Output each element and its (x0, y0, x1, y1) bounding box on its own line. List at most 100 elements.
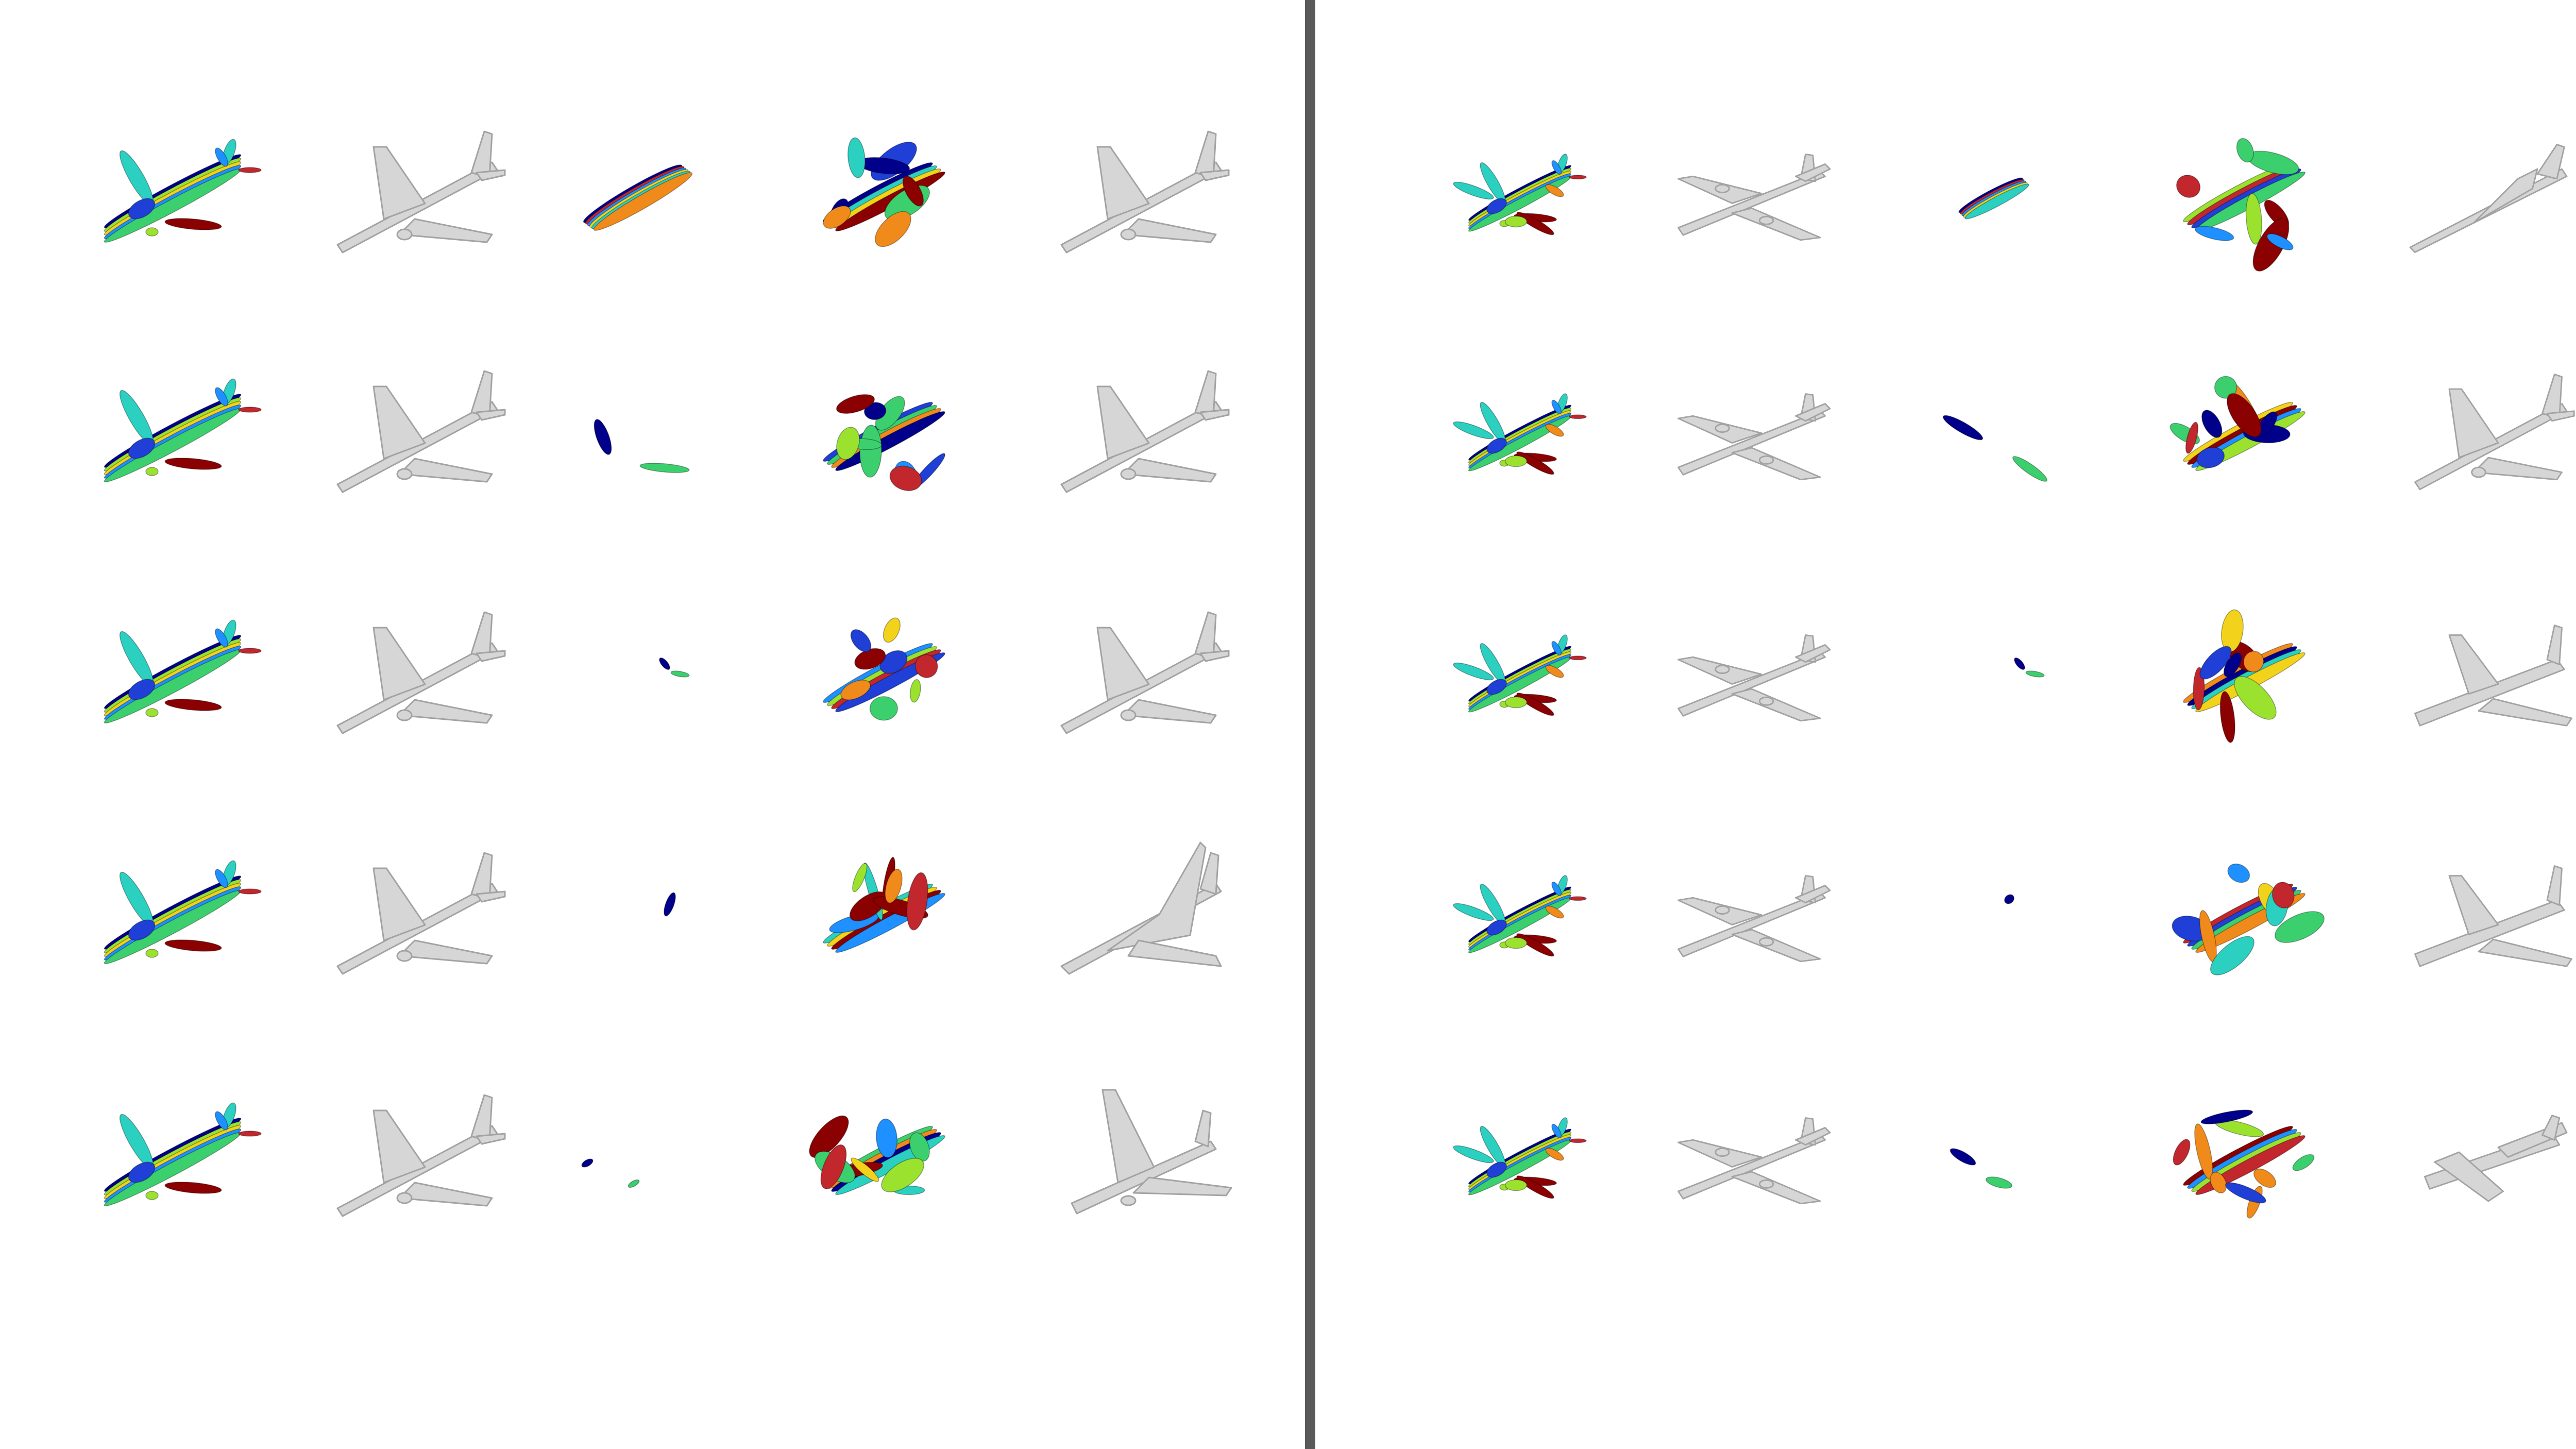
fine-part-decomposition (1453, 1117, 1587, 1199)
engine-ellipsoid (145, 949, 159, 958)
tail-ellipsoid (1551, 1123, 1562, 1139)
engine-ellipsoid (1545, 905, 1564, 919)
left-wing (372, 627, 426, 701)
coarse-ellipsoid (659, 657, 670, 670)
edited-ellipsoid (2245, 193, 2262, 245)
stabilizer-ellipsoid (1569, 1138, 1587, 1143)
edited-ellipsoid (2227, 863, 2250, 883)
tail-ellipsoid (1551, 160, 1562, 175)
edited-ellipsoid (2210, 936, 2255, 975)
left-wing (372, 385, 426, 460)
edited-ellipsoid (889, 465, 922, 491)
edited-ellipsoid (2219, 691, 2235, 743)
wing-ellipsoid (1453, 181, 1494, 200)
engine-ellipsoid (1545, 184, 1564, 197)
stabilizer-ellipsoid (238, 648, 262, 654)
tail-fin (2546, 625, 2563, 665)
edited-ellipsoid (2201, 410, 2223, 438)
edited-ellipsoid (883, 617, 901, 643)
coarse-part-set (2004, 894, 2014, 904)
left-wing (372, 146, 426, 220)
engine-ellipsoid (1504, 696, 1528, 709)
right-wing (1731, 688, 1821, 722)
left-wing (1096, 385, 1150, 460)
delta-wing (1107, 841, 1207, 952)
coarse-part-set (1942, 415, 2047, 482)
edited-ellipsoid (2266, 233, 2294, 250)
edited-ellipsoid (2200, 1109, 2253, 1124)
wing-ellipsoid (164, 699, 222, 711)
coarse-ellipsoid (594, 419, 612, 455)
tail-ellipsoid (215, 869, 228, 888)
fine-part-decomposition (1453, 634, 1587, 716)
bomber-mesh (1677, 154, 1831, 241)
engine-ellipsoid (1504, 937, 1528, 949)
coarse-ellipsoid (1942, 415, 1984, 441)
fine-part-decomposition (104, 619, 262, 723)
edited-ellipsoid (2226, 393, 2262, 437)
fine-part-decomposition (1453, 154, 1587, 235)
fuselage (1677, 892, 1826, 957)
engine (1120, 468, 1137, 480)
wing-ellipsoid (1516, 212, 1554, 235)
coarse-ellipsoid (639, 463, 690, 473)
edited-ellipsoid (2210, 1172, 2227, 1193)
wing (2434, 1151, 2504, 1202)
right-wing (2478, 698, 2572, 727)
fine-part-decomposition (1453, 393, 1587, 475)
airliner-mesh (336, 1094, 506, 1217)
stabilizer (476, 409, 506, 421)
edited-ellipsoid (820, 1144, 847, 1189)
stabilizer (1795, 163, 1831, 182)
right-wing (1731, 447, 1821, 481)
airliner-mesh (1060, 370, 1230, 493)
edited-ellipsoid (2173, 1139, 2191, 1166)
right-wing (398, 1182, 493, 1207)
tail-ellipsoid (1551, 641, 1562, 656)
stabilizer (1199, 169, 1230, 181)
engine (1715, 423, 1730, 433)
left-wing (372, 867, 426, 941)
edited-part-set (2176, 138, 2306, 272)
edited-ellipsoid (2274, 911, 2325, 943)
left-wing (1101, 1089, 1155, 1184)
engine (1715, 664, 1730, 675)
fuselage-ellipsoid (104, 1132, 242, 1206)
engine-ellipsoid (1545, 665, 1564, 678)
stabilizer-ellipsoid (238, 407, 262, 413)
stabilizer (1199, 650, 1230, 662)
edited-ellipsoid (2272, 882, 2295, 908)
wing-ellipsoid (164, 218, 222, 230)
tail-ellipsoid (215, 628, 228, 648)
coarse-ellipsoid (581, 1158, 594, 1168)
wing-ellipsoid (1453, 662, 1494, 681)
edited-ellipsoid (859, 425, 882, 478)
fine-part-decomposition (1453, 875, 1587, 957)
swept-wing (2473, 168, 2538, 224)
right-wing (1127, 939, 1222, 967)
engine (1120, 228, 1137, 241)
edited-ellipsoid (836, 394, 875, 414)
wing-ellipsoid (1516, 933, 1554, 957)
engine (1715, 1147, 1730, 1157)
edited-ellipsoid (914, 654, 938, 678)
engine-ellipsoid (1486, 919, 1507, 936)
fuselage (1677, 410, 1826, 476)
edited-ellipsoid (909, 679, 921, 703)
fuselage (2414, 659, 2565, 727)
stabilizer (476, 1133, 506, 1145)
engine (1120, 709, 1137, 721)
stabilizer (1795, 885, 1831, 904)
stabilizer (476, 169, 506, 181)
engine (1758, 696, 1774, 706)
right-wing (2478, 938, 2572, 967)
airliner-mesh (336, 130, 506, 254)
engine-ellipsoid (145, 467, 159, 476)
left-wing (1096, 146, 1150, 220)
coarse-part-set (1950, 1148, 2012, 1189)
right-wing (1122, 458, 1217, 483)
engine (1120, 1195, 1137, 1206)
fuselage-ellipsoid (104, 649, 242, 723)
edited-ellipsoid (874, 211, 911, 247)
airliner-mesh (336, 611, 506, 734)
